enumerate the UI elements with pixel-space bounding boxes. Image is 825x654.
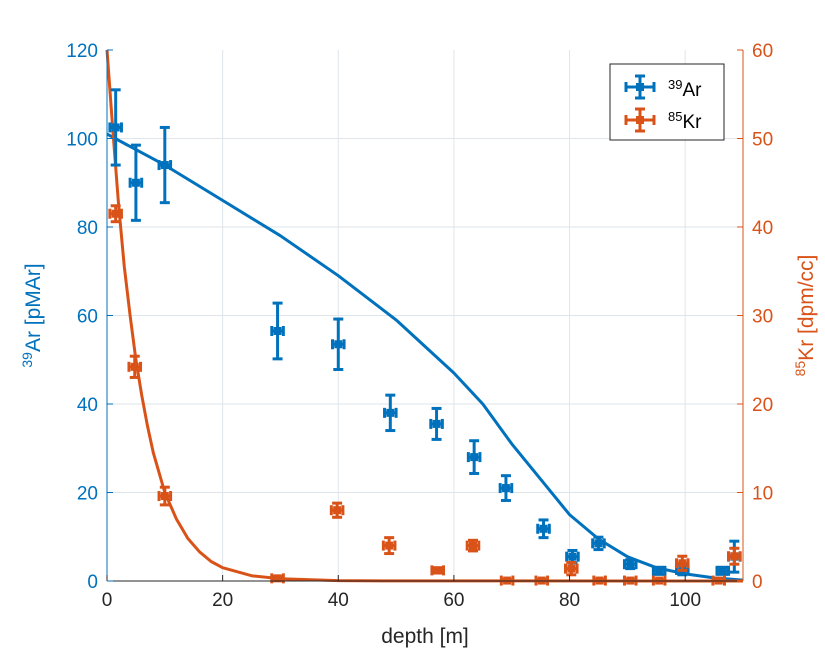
kr-marker <box>130 362 139 371</box>
legend-label-ar: 39Ar <box>668 77 702 102</box>
ar-data-point <box>429 406 444 441</box>
kr-data-point <box>465 538 481 553</box>
ar-data-point <box>108 88 123 167</box>
kr-marker <box>333 506 342 515</box>
left-y-tick-label: 0 <box>87 572 98 593</box>
kr-marker <box>385 541 394 550</box>
right-y-tick-label: 30 <box>752 307 773 328</box>
ar-data-point <box>157 125 173 205</box>
ar-marker <box>626 560 635 569</box>
ar-marker <box>386 408 395 417</box>
legend-label-ar-isotope: 39 <box>668 77 682 92</box>
right-y-tick-label: 50 <box>752 130 773 151</box>
right-y-axis-title: 85Kr [dpm/cc] <box>792 255 818 377</box>
ar-marker <box>594 539 603 548</box>
ar-data-point <box>591 535 606 552</box>
legend: 39Ar 85Kr <box>609 63 725 141</box>
legend-label-kr-text: Kr <box>682 112 702 133</box>
right-y-tick-label: 60 <box>752 41 773 62</box>
kr-data-point <box>563 560 579 577</box>
ar-marker <box>539 524 548 533</box>
kr-marker <box>567 564 576 573</box>
kr-marker <box>111 209 120 218</box>
x-tick-label: 100 <box>669 590 701 611</box>
axes <box>106 49 744 582</box>
ar-marker <box>718 566 727 575</box>
kr-data-point <box>108 204 123 224</box>
left-y-tick-label: 80 <box>77 218 98 239</box>
tick-labels: 0 20 40 60 80 100 0 20 40 60 80 100 120 0 10 20 30 40 50 60 <box>66 41 773 611</box>
kr-marker <box>730 552 739 561</box>
right-y-axis-title-text: Kr [dpm/cc] <box>795 255 818 361</box>
ar-marker <box>432 419 441 428</box>
right-y-tick-label: 40 <box>752 218 773 239</box>
legend-label-kr-isotope: 85 <box>668 109 682 124</box>
left-y-axis-title-text: Ar [pMAr] <box>22 263 45 352</box>
kr-marker <box>468 541 477 550</box>
legend-label-ar-text: Ar <box>682 80 702 101</box>
kr-data-point <box>157 485 173 507</box>
x-tick-label: 0 <box>102 590 113 611</box>
ar-data-point <box>383 393 398 433</box>
ar-data-point <box>536 518 551 540</box>
ar-marker <box>568 552 577 561</box>
ar-marker <box>334 340 343 349</box>
kr-marker <box>160 492 169 501</box>
ar-data-point <box>330 317 346 371</box>
right-y-tick-label: 20 <box>752 395 773 416</box>
left-y-tick-label: 120 <box>66 41 98 62</box>
x-tick-label: 40 <box>328 590 349 611</box>
ar-data-point <box>651 565 667 576</box>
kr-data-point <box>329 501 345 519</box>
x-tick-label: 60 <box>443 590 464 611</box>
ar-marker <box>111 123 120 132</box>
kr-data-point <box>270 573 285 584</box>
x-tick-label: 80 <box>559 590 580 611</box>
kr-data-point <box>381 536 397 556</box>
left-y-tick-label: 40 <box>77 395 98 416</box>
left-y-tick-label: 100 <box>66 130 98 151</box>
kr-marker <box>433 566 442 575</box>
right-y-tick-label: 10 <box>752 484 773 505</box>
ar-data-point <box>270 301 285 361</box>
x-axis-title: depth [m] <box>381 625 469 648</box>
kr-legend-marker <box>636 116 644 124</box>
legend-label-kr: 85Kr <box>668 109 702 134</box>
right-y-axis-title-isotope: 85 <box>792 361 808 377</box>
ar-marker <box>273 326 282 335</box>
kr-data-point <box>430 565 446 576</box>
kr-data-point <box>127 354 143 379</box>
ar-marker <box>160 161 169 170</box>
kr-marker <box>678 559 687 568</box>
ar-legend-marker <box>636 83 644 91</box>
ar-data-point <box>466 439 482 475</box>
ar-data-point <box>128 143 144 222</box>
left-y-tick-label: 20 <box>77 484 98 505</box>
left-y-tick-label: 60 <box>77 307 98 328</box>
ar-data-point <box>715 565 731 576</box>
legend-item-kr <box>624 107 656 133</box>
legend-item-ar <box>624 74 656 100</box>
legend-box <box>609 63 725 141</box>
kr-data-point <box>727 546 742 566</box>
x-axis-title-text: depth [m] <box>381 625 469 648</box>
kr-marker <box>273 574 282 583</box>
ar-marker <box>131 178 140 187</box>
ar-marker <box>470 453 479 462</box>
kr-data-point <box>675 554 690 572</box>
ar-marker <box>655 566 664 575</box>
data-points <box>108 88 742 586</box>
x-tick-label: 20 <box>212 590 233 611</box>
left-y-axis-title: 39Ar [pMAr] <box>19 263 45 367</box>
right-y-tick-label: 0 <box>752 572 763 593</box>
ar-data-point <box>498 474 514 502</box>
ar-marker <box>501 484 510 493</box>
ar-data-point <box>622 558 638 571</box>
left-y-axis-title-isotope: 39 <box>19 352 35 368</box>
